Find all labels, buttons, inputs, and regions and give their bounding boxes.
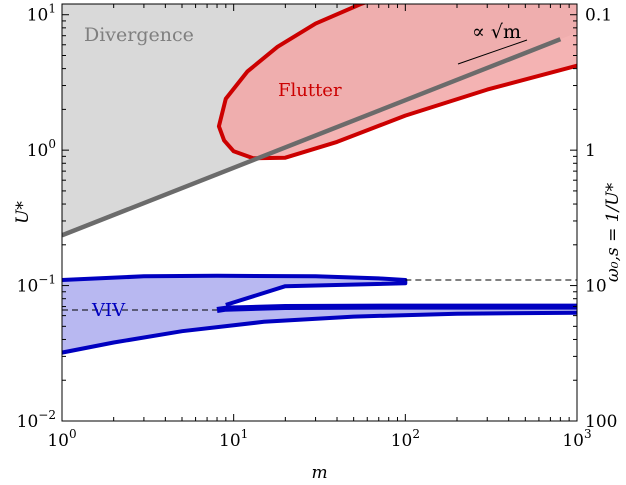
y-axis-label: U* bbox=[13, 201, 33, 224]
flutter-label: Flutter bbox=[278, 80, 342, 101]
x-tick-label-2: 102 bbox=[391, 427, 420, 451]
x-axis-label: m bbox=[311, 463, 327, 483]
y-tick-label-1: 10−1 bbox=[17, 273, 56, 297]
x-tick-label-0: 100 bbox=[47, 427, 76, 451]
divergence-label: Divergence bbox=[84, 24, 194, 46]
right-tick-label-1: 1 bbox=[585, 141, 596, 161]
divergence-line bbox=[62, 37, 562, 238]
x-tick-label-1: 101 bbox=[219, 427, 248, 451]
right-tick-label-3: 100 bbox=[585, 412, 617, 432]
right-tick-label-2: 10 bbox=[585, 277, 607, 297]
viv-branch-boundary bbox=[216, 303, 577, 313]
axes: 100 101 102 103 10−2 10−1 100 101 0.1 1 10 100 m U* ω₀… bbox=[13, 2, 623, 483]
sqrt-annotation: ∝ √m bbox=[472, 21, 521, 43]
sqrt-slope-line bbox=[457, 39, 528, 65]
plot-frame bbox=[61, 3, 578, 422]
flutter-boundary bbox=[216, 4, 577, 161]
flutter-region bbox=[218, 4, 577, 159]
y-tick-label-3: 101 bbox=[27, 2, 56, 26]
y-tick-label-2: 100 bbox=[27, 137, 56, 161]
viv-lower-boundary bbox=[62, 310, 577, 355]
overlay: Divergence Flutter VIV ∝ √m bbox=[84, 21, 528, 321]
plot-area bbox=[62, 4, 577, 355]
x-tick-label-3: 103 bbox=[562, 427, 591, 451]
viv-upper-boundary bbox=[62, 273, 408, 307]
viv-label: VIV bbox=[91, 300, 126, 321]
viv-region bbox=[62, 275, 577, 353]
y-tick-label-0: 10−2 bbox=[17, 408, 56, 432]
y-axis-right-label: ω₀,s = 1/U* bbox=[603, 182, 623, 282]
right-tick-label-0: 0.1 bbox=[585, 6, 612, 26]
